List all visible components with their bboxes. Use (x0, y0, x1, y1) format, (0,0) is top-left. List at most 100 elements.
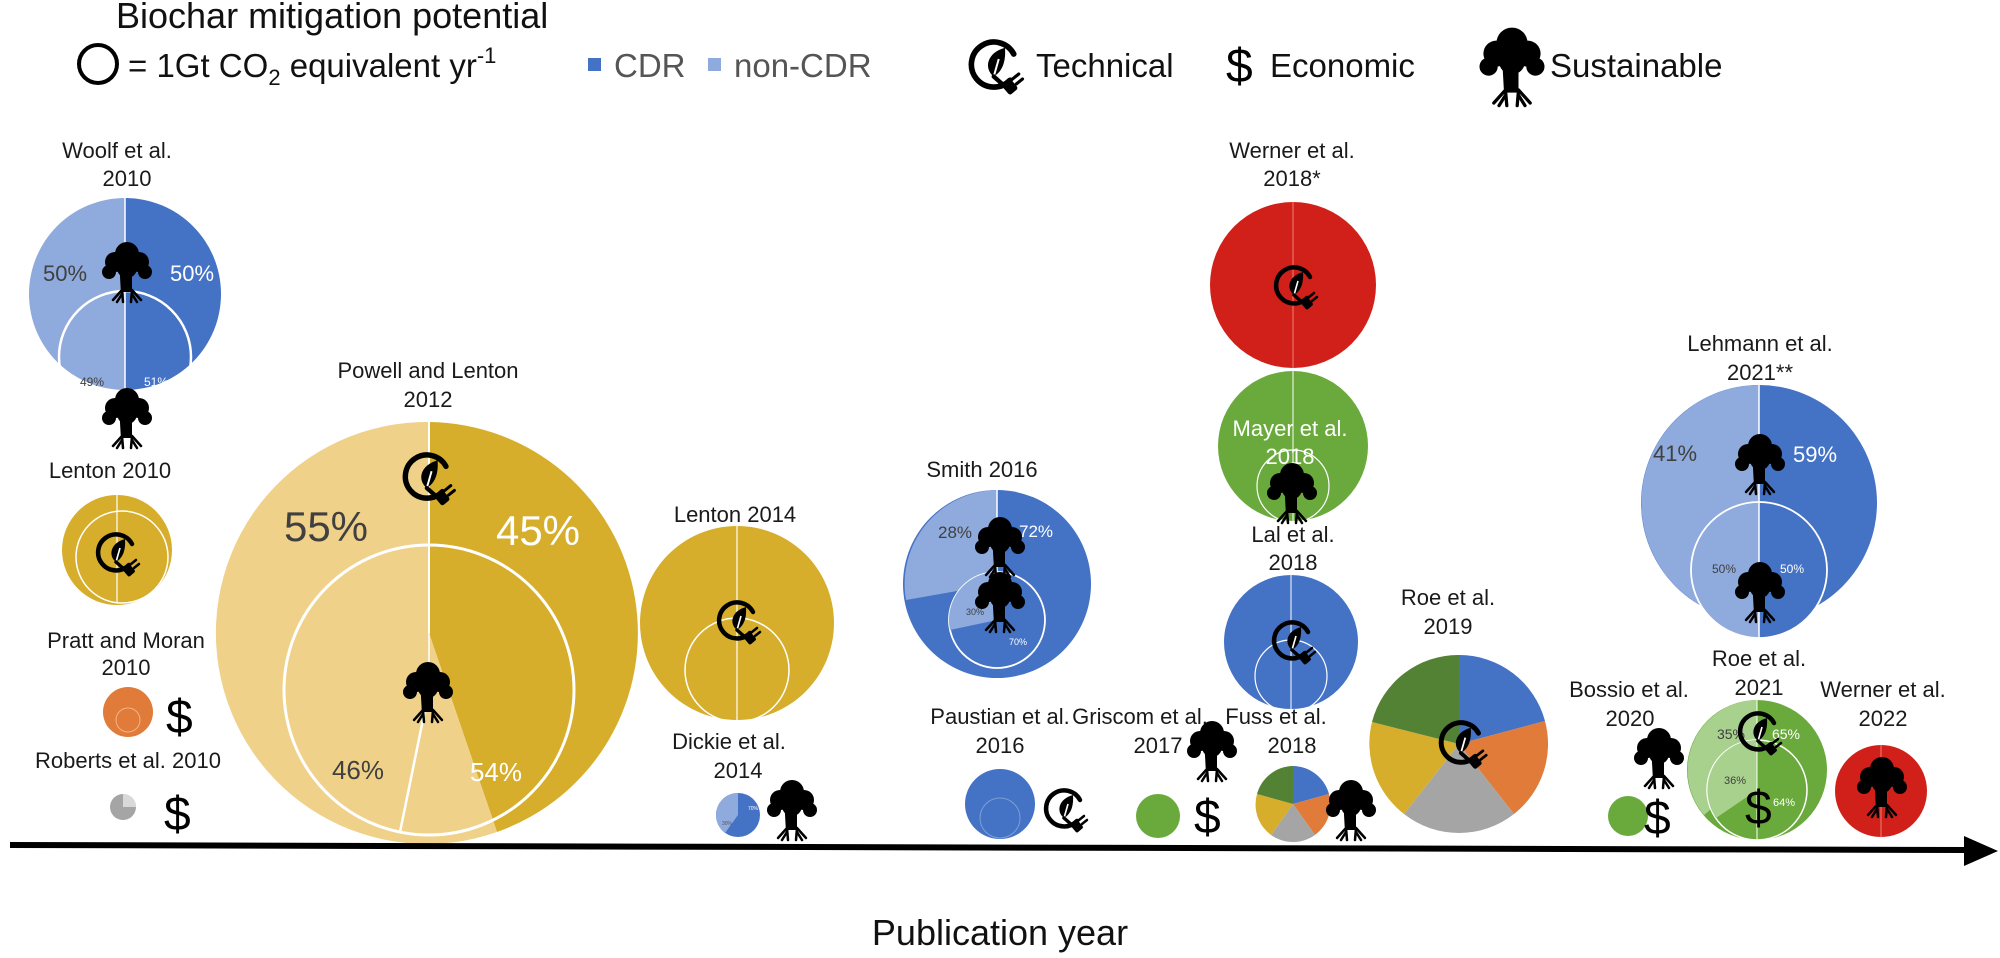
study-label-line1: Roberts et al. 2010 (35, 748, 221, 773)
tree-icon (1477, 25, 1547, 108)
legend-noncdr-label: non-CDR (734, 47, 872, 84)
legend-technical-label: Technical (1036, 47, 1174, 84)
dollar-icon: $ (1194, 791, 1221, 844)
study-label-line1: Roe et al. (1401, 585, 1495, 610)
study-label-line2: 2019 (1424, 614, 1473, 639)
study-werner-2018: Werner et al. 2018* (1210, 138, 1376, 368)
pie-slice (1271, 804, 1315, 843)
legend-cdr-swatch (588, 58, 601, 71)
study-label-line1: Powell and Lenton (337, 358, 518, 383)
pie-slice (1459, 721, 1549, 814)
pct-label: 50% (1780, 562, 1804, 576)
pie-circle (965, 769, 1035, 839)
pct-label: 64% (1773, 797, 1795, 809)
tree-icon (1632, 726, 1686, 790)
study-label-line2: 2021 (1735, 675, 1784, 700)
study-label-line1: Werner et al. (1820, 677, 1946, 702)
study-label-line1: Mayer et al. (1233, 416, 1348, 441)
study-label-line2: 2017 (1134, 733, 1183, 758)
study-label-line2: 2010 (102, 655, 151, 680)
study-paustian-2016: Paustian et al. 2016 (930, 704, 1087, 839)
pct-label: 51% (144, 375, 168, 389)
study-label-line2: 2012 (404, 387, 453, 412)
pie-slice-noncdr (904, 490, 997, 600)
pie-slice (1372, 654, 1459, 744)
x-axis-label: Publication year (872, 912, 1128, 953)
study-lehmann-2021: Lehmann et al. 2021** 41% 59% 50% 50% (1641, 331, 1877, 639)
study-label-line1: Paustian et al. (930, 704, 1069, 729)
study-dickie-2014: Dickie et al. 2014 70% 30% (672, 729, 819, 842)
pie-slice (1404, 744, 1514, 834)
study-label-line2: 2018 (1268, 733, 1317, 758)
dollar-icon: $ (164, 788, 191, 841)
pct-label: 50% (43, 261, 87, 286)
tree-icon (1185, 719, 1239, 783)
legend-noncdr-swatch (708, 58, 721, 71)
pct-label: 46% (332, 755, 384, 785)
pct-label: 30% (966, 607, 984, 617)
legend-economic-label: Economic (1270, 47, 1415, 84)
pct-label: 59% (1793, 442, 1837, 467)
pie-slice (1293, 794, 1331, 835)
study-werner-2022: Werner et al. 2022 (1820, 677, 1946, 837)
study-griscom-2017: Griscom et al. 2017 $ (1072, 704, 1239, 844)
dollar-icon: $ (1745, 782, 1772, 835)
pie-slice (1293, 766, 1329, 804)
pct-label: 70% (748, 806, 759, 812)
study-label-line2: 2018* (1263, 166, 1321, 191)
study-label-line1: Dickie et al. (672, 729, 786, 754)
pct-label: 28% (938, 523, 972, 542)
study-roe-2021: Roe et al. 2021 35% 65% 36% 64% $ (1687, 646, 1827, 841)
study-label-line1: Pratt and Moran (47, 628, 205, 653)
study-powell-lenton-2012: Powell and Lenton 2012 55% 45% 46% 54% (215, 358, 638, 844)
study-mayer-2018: Mayer et al. 2018 (1218, 371, 1368, 525)
scale-circle-icon (77, 43, 119, 85)
legend-sustainable-label: Sustainable (1550, 47, 1722, 84)
study-roberts-2010: Roberts et al. 2010 $ (35, 748, 221, 841)
dollar-icon: $ (1226, 40, 1253, 93)
study-label-line1: Roe et al. (1712, 646, 1806, 671)
tree-icon (1324, 778, 1378, 842)
study-label-line2: 2016 (976, 733, 1025, 758)
study-label-line2: 2018 (1269, 550, 1318, 575)
pie-slice (1369, 722, 1459, 814)
study-label-line2: 2020 (1606, 706, 1655, 731)
dollar-icon: $ (166, 691, 193, 744)
legend-cdr-label: CDR (614, 47, 686, 84)
legend-scale-text: = 1Gt CO2 equivalent yr-1 (128, 43, 496, 90)
study-fuss-2018: Fuss et al. 2018 (1225, 704, 1378, 843)
time-axis (9, 842, 1966, 853)
pct-label: 50% (1712, 562, 1736, 576)
study-label-line1: Fuss et al. (1225, 704, 1326, 729)
study-woolf-2010: Woolf et al. 2010 50% 50% 49% 51% (29, 138, 221, 450)
pct-label: 45% (496, 507, 580, 554)
pct-label: 49% (80, 375, 104, 389)
pie-slice-left (215, 421, 498, 844)
study-lal-2018: Lal et al. 2018 (1224, 522, 1358, 713)
study-label-line2: 2022 (1859, 706, 1908, 731)
study-label-line2: 2021** (1727, 360, 1794, 385)
study-label-line1: Lenton 2014 (674, 502, 796, 527)
axis-arrowhead (1964, 836, 1998, 866)
study-lenton-2010: Lenton 2010 (49, 458, 172, 605)
pie-slice (1459, 655, 1545, 744)
pct-label: 55% (284, 503, 368, 550)
study-lenton-2014: Lenton 2014 (640, 502, 834, 723)
pie-slice-cdr (125, 198, 221, 390)
study-label-line1: Lehmann et al. (1687, 331, 1833, 356)
study-roe-2019: Roe et al. 2019 (1369, 585, 1549, 834)
pct-label: 36% (1724, 775, 1746, 787)
pct-label: 30% (722, 821, 733, 827)
pie-slice (1255, 794, 1293, 835)
pct-label: 54% (470, 757, 522, 787)
study-label-line2: 2014 (714, 758, 763, 783)
pct-label: 41% (1653, 441, 1697, 466)
study-label-line1: Woolf et al. (62, 138, 172, 163)
figure-title: Biochar mitigation potential (116, 0, 548, 36)
study-label-line2: 2010 (103, 166, 152, 191)
pie-circle (1608, 796, 1648, 836)
tree-icon (100, 386, 154, 450)
study-bossio-2020: Bossio et al. 2020 $ (1569, 677, 1689, 845)
study-label-line1: Bossio et al. (1569, 677, 1689, 702)
pie-slice-noncdr (29, 198, 125, 390)
